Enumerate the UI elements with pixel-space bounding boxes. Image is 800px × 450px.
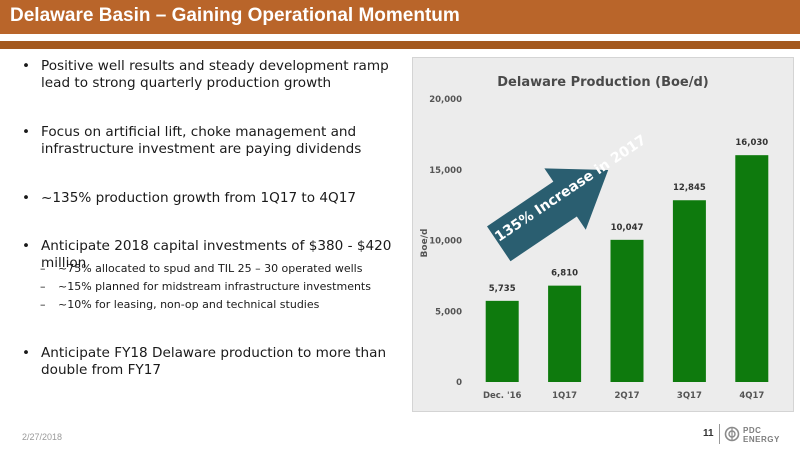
page-number: 11 <box>703 428 714 439</box>
footer-date: 2/27/2018 <box>22 432 63 442</box>
bullet-item: • ~135% production growth from 1Q17 to 4… <box>22 190 402 207</box>
bar <box>672 200 706 382</box>
bullet-marker: • <box>22 238 31 254</box>
bullet-item: • Anticipate FY18 Delaware production to… <box>22 345 402 379</box>
bullet-text: Anticipate 2018 capital investments of $… <box>41 238 392 271</box>
bullet-marker: • <box>22 345 31 361</box>
sub-bullet-text: ~10% for leasing, non-op and technical s… <box>58 298 320 311</box>
bar <box>610 239 644 382</box>
y-axis-ticks: 0 5,000 10,000 15,000 20,000 <box>429 95 462 388</box>
sub-bullet-marker: – <box>40 262 46 275</box>
bar-value-label: 16,030 <box>735 138 768 148</box>
pdc-energy-logo-icon <box>724 426 740 442</box>
x-axis-categories: Dec. '16 1Q17 2Q17 3Q17 4Q17 <box>483 391 764 401</box>
increase-arrow-shape <box>487 168 609 262</box>
chart-panel: Delaware Production (Boe/d) Boe/d 0 5,000… <box>412 57 794 412</box>
x-tick-label: Dec. '16 <box>483 391 522 401</box>
sub-bullet-item: – ~10% for leasing, non-op and technical… <box>40 298 400 312</box>
footer-divider <box>719 424 720 444</box>
logo-text-bottom: ENERGY <box>743 435 780 444</box>
sub-bullet-item: – ~15% planned for midstream infrastruct… <box>40 280 400 294</box>
bar-value-label: 10,047 <box>611 223 644 233</box>
bar-value-label: 6,810 <box>551 269 578 279</box>
bar-value-label: 5,735 <box>489 284 516 294</box>
y-axis-label: Boe/d <box>420 229 430 258</box>
bullet-marker: • <box>22 58 31 74</box>
title-underline <box>0 41 800 49</box>
x-tick-label: 2Q17 <box>615 391 640 401</box>
bar-value-label: 12,845 <box>673 183 706 193</box>
bullet-text: Anticipate FY18 Delaware production to m… <box>41 345 387 378</box>
bullet-text: Focus on artificial lift, choke manageme… <box>41 124 362 157</box>
x-tick-label: 4Q17 <box>739 391 764 401</box>
title-bar: Delaware Basin – Gaining Operational Mom… <box>0 0 800 34</box>
sub-bullet-marker: – <box>40 280 46 293</box>
sub-bullet-text: ~15% planned for midstream infrastructur… <box>58 280 371 293</box>
sub-bullet-item: – ~75% allocated to spud and TIL 25 – 30… <box>40 262 400 276</box>
y-tick-label: 20,000 <box>429 95 462 105</box>
x-tick-label: 1Q17 <box>552 391 577 401</box>
bullet-text: Positive well results and steady develop… <box>41 58 389 91</box>
company-logo: PDC ENERGY <box>724 425 796 445</box>
bullet-marker: • <box>22 124 31 140</box>
bar <box>548 285 582 382</box>
bullet-item: • Focus on artificial lift, choke manage… <box>22 124 402 158</box>
bullet-item: • Positive well results and steady devel… <box>22 58 402 92</box>
bullet-marker: • <box>22 190 31 206</box>
y-tick-label: 0 <box>456 378 462 388</box>
slide-title: Delaware Basin – Gaining Operational Mom… <box>10 5 460 26</box>
bar <box>735 155 769 382</box>
sub-bullet-marker: – <box>40 298 46 311</box>
production-bar-chart: Delaware Production (Boe/d) Boe/d 0 5,000… <box>420 75 769 401</box>
logo-text-top: PDC <box>743 426 762 435</box>
sub-bullet-text: ~75% allocated to spud and TIL 25 – 30 o… <box>58 262 363 275</box>
value-labels: 5,735 6,810 10,047 12,845 16,030 <box>489 138 769 294</box>
y-tick-label: 15,000 <box>429 166 462 176</box>
bullet-item: • Anticipate 2018 capital investments of… <box>22 238 402 272</box>
bar <box>485 300 519 382</box>
y-tick-label: 10,000 <box>429 237 462 247</box>
y-tick-label: 5,000 <box>435 307 462 317</box>
x-tick-label: 3Q17 <box>677 391 702 401</box>
bar-series <box>485 155 769 382</box>
chart-title: Delaware Production (Boe/d) <box>497 75 709 90</box>
bullet-text: ~135% production growth from 1Q17 to 4Q1… <box>41 190 357 206</box>
